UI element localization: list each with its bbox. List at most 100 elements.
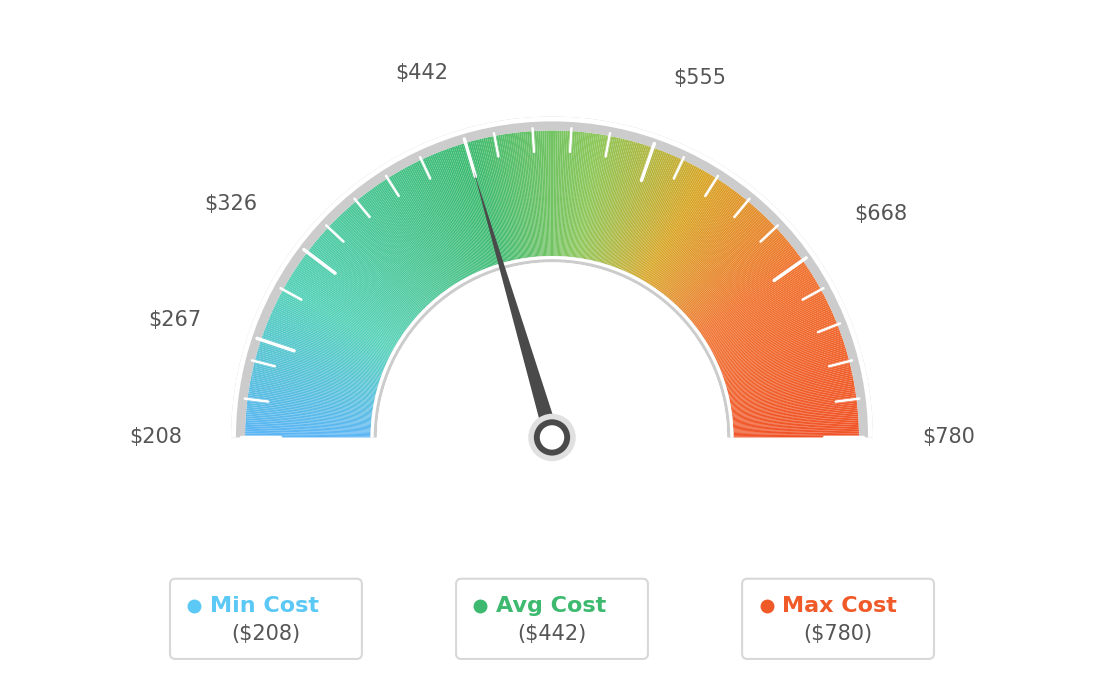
Wedge shape	[574, 132, 591, 257]
Wedge shape	[270, 314, 386, 366]
Wedge shape	[283, 288, 394, 350]
Wedge shape	[611, 147, 652, 266]
Wedge shape	[490, 136, 517, 259]
Wedge shape	[481, 138, 511, 261]
Wedge shape	[564, 131, 575, 257]
Wedge shape	[245, 418, 371, 427]
Wedge shape	[365, 193, 443, 293]
Wedge shape	[248, 388, 373, 409]
Wedge shape	[247, 403, 372, 418]
Wedge shape	[529, 131, 540, 257]
Wedge shape	[268, 317, 385, 368]
Wedge shape	[643, 171, 707, 281]
Wedge shape	[304, 255, 406, 331]
Wedge shape	[615, 149, 659, 268]
Wedge shape	[670, 205, 754, 301]
Wedge shape	[603, 143, 639, 264]
Wedge shape	[381, 181, 452, 287]
Text: $780: $780	[922, 427, 975, 447]
Wedge shape	[425, 157, 478, 273]
Wedge shape	[721, 324, 838, 372]
Wedge shape	[252, 373, 374, 400]
Wedge shape	[696, 249, 796, 327]
Wedge shape	[714, 299, 827, 357]
Wedge shape	[485, 137, 513, 260]
Wedge shape	[631, 161, 688, 275]
Wedge shape	[302, 257, 405, 332]
Wedge shape	[673, 210, 760, 304]
Text: $442: $442	[395, 63, 448, 83]
Wedge shape	[705, 275, 814, 342]
Wedge shape	[252, 374, 374, 401]
Wedge shape	[246, 405, 372, 420]
Wedge shape	[584, 135, 607, 259]
Wedge shape	[728, 357, 849, 391]
Wedge shape	[389, 176, 457, 284]
Wedge shape	[533, 131, 542, 257]
Wedge shape	[245, 428, 371, 433]
Wedge shape	[293, 271, 400, 340]
Wedge shape	[676, 214, 764, 306]
Wedge shape	[733, 424, 859, 431]
Wedge shape	[669, 204, 752, 300]
FancyBboxPatch shape	[742, 579, 934, 659]
Wedge shape	[516, 132, 531, 257]
Wedge shape	[691, 240, 788, 322]
Wedge shape	[682, 224, 774, 313]
Wedge shape	[258, 344, 379, 384]
Wedge shape	[723, 337, 842, 380]
Wedge shape	[732, 393, 856, 413]
Wedge shape	[592, 138, 620, 261]
Wedge shape	[479, 139, 510, 262]
Wedge shape	[465, 143, 501, 264]
Wedge shape	[617, 150, 664, 268]
Wedge shape	[380, 182, 450, 288]
Wedge shape	[275, 304, 389, 359]
Wedge shape	[728, 361, 850, 393]
Wedge shape	[712, 293, 824, 353]
Wedge shape	[705, 273, 813, 342]
Wedge shape	[657, 187, 731, 290]
Wedge shape	[364, 194, 442, 294]
Wedge shape	[623, 155, 673, 271]
Wedge shape	[635, 164, 693, 276]
Wedge shape	[656, 186, 730, 289]
Wedge shape	[711, 290, 822, 351]
Wedge shape	[541, 130, 546, 256]
Wedge shape	[403, 168, 465, 279]
Wedge shape	[624, 156, 676, 271]
Wedge shape	[492, 136, 518, 259]
Wedge shape	[369, 190, 445, 292]
Wedge shape	[645, 173, 710, 282]
Wedge shape	[719, 315, 835, 366]
Wedge shape	[732, 399, 857, 416]
Wedge shape	[277, 298, 391, 356]
Wedge shape	[647, 176, 715, 284]
Wedge shape	[454, 146, 495, 266]
Wedge shape	[327, 227, 420, 314]
Wedge shape	[625, 157, 678, 272]
Wedge shape	[468, 141, 503, 263]
Wedge shape	[636, 166, 697, 277]
Text: $555: $555	[673, 68, 726, 88]
Wedge shape	[713, 298, 827, 356]
Wedge shape	[718, 314, 834, 366]
Wedge shape	[731, 389, 856, 410]
Wedge shape	[245, 426, 371, 432]
Wedge shape	[724, 339, 843, 380]
Wedge shape	[231, 117, 873, 437]
Wedge shape	[581, 135, 602, 259]
Wedge shape	[723, 335, 842, 378]
Wedge shape	[261, 341, 380, 382]
Wedge shape	[704, 270, 810, 339]
Wedge shape	[344, 210, 431, 304]
Wedge shape	[666, 199, 746, 297]
Wedge shape	[245, 435, 371, 437]
Wedge shape	[391, 175, 458, 283]
Wedge shape	[554, 130, 558, 256]
Wedge shape	[526, 132, 538, 257]
Wedge shape	[321, 233, 416, 317]
Wedge shape	[729, 371, 852, 399]
Wedge shape	[562, 131, 571, 257]
Wedge shape	[553, 130, 555, 256]
